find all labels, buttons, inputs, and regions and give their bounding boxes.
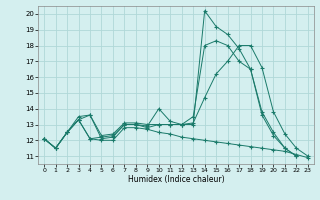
- X-axis label: Humidex (Indice chaleur): Humidex (Indice chaleur): [128, 175, 224, 184]
